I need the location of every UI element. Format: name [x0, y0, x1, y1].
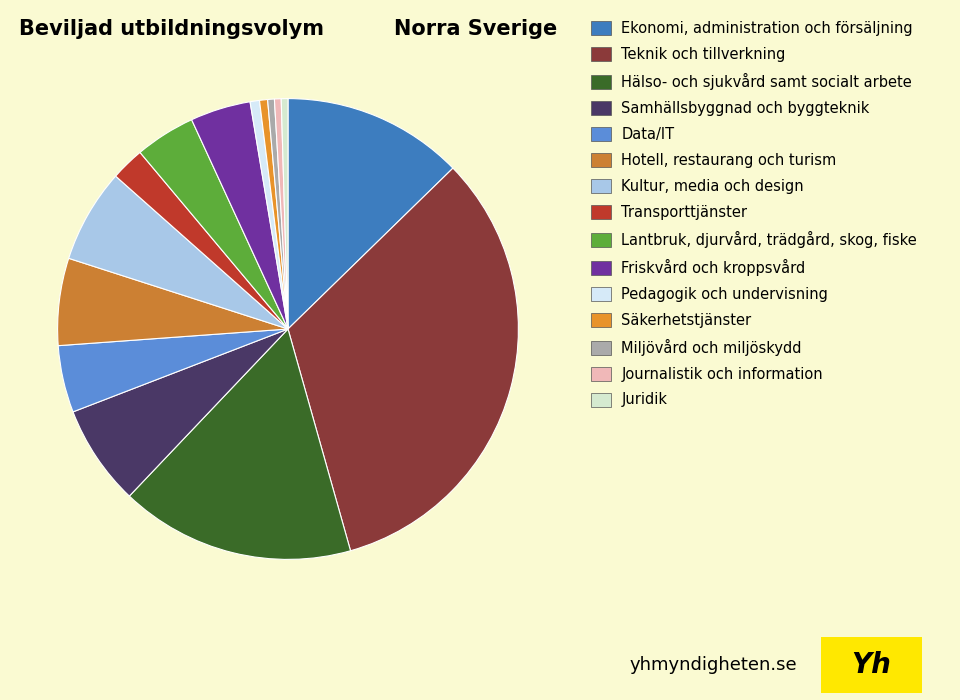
Wedge shape — [288, 99, 453, 329]
Wedge shape — [58, 258, 288, 346]
Text: Beviljad utbildningsvolym: Beviljad utbildningsvolym — [19, 19, 324, 39]
FancyBboxPatch shape — [821, 637, 922, 693]
Wedge shape — [69, 176, 288, 329]
Legend: Ekonomi, administration och försäljning, Teknik och tillverkning, Hälso- och sju: Ekonomi, administration och försäljning,… — [590, 21, 917, 407]
Wedge shape — [115, 153, 288, 329]
Wedge shape — [259, 99, 288, 329]
Text: Yh: Yh — [852, 651, 892, 679]
Text: Norra Sverige: Norra Sverige — [394, 19, 557, 39]
Text: yhmyndigheten.se: yhmyndigheten.se — [629, 656, 797, 674]
Wedge shape — [140, 120, 288, 329]
Wedge shape — [268, 99, 288, 329]
Wedge shape — [73, 329, 288, 496]
Wedge shape — [281, 99, 288, 329]
Wedge shape — [288, 168, 518, 551]
Wedge shape — [250, 100, 288, 329]
Wedge shape — [192, 102, 288, 329]
Wedge shape — [130, 329, 350, 559]
Wedge shape — [275, 99, 288, 329]
Wedge shape — [59, 329, 288, 412]
